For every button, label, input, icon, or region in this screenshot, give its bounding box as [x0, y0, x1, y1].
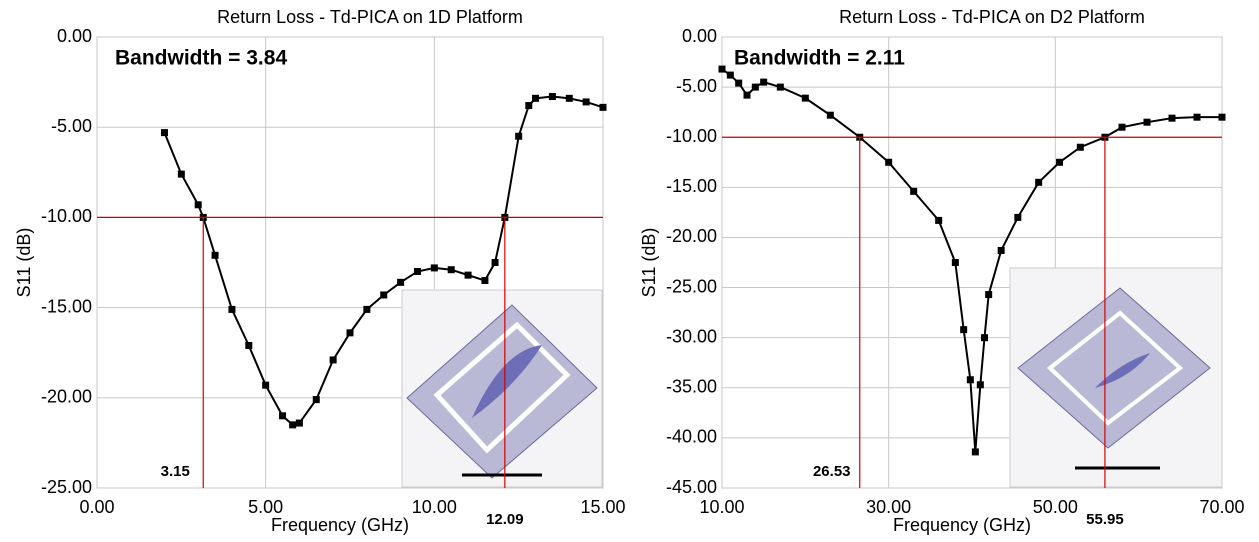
point: [1119, 124, 1126, 131]
point: [719, 66, 726, 73]
x-tick-label: 10.00: [699, 497, 744, 517]
y-tick-label: -15.00: [41, 296, 92, 316]
x-tick-label: 30.00: [866, 497, 911, 517]
point: [1035, 179, 1042, 186]
chart-title: Return Loss - Td-PICA on 1D Platform: [217, 7, 523, 27]
point: [347, 329, 354, 336]
antenna-inset: [402, 290, 602, 487]
point: [448, 266, 455, 273]
x-tick-label: 10.00: [412, 497, 457, 517]
point: [380, 291, 387, 298]
y-tick-label: -40.00: [666, 427, 717, 447]
point: [583, 98, 590, 105]
point: [289, 421, 296, 428]
point: [465, 272, 472, 279]
point: [735, 80, 742, 87]
point: [1014, 214, 1021, 221]
point: [1219, 114, 1226, 121]
point: [262, 382, 269, 389]
point: [397, 279, 404, 286]
annotation: Bandwidth = 3.84: [115, 47, 287, 70]
y-tick-label: 0.00: [682, 26, 717, 46]
y-tick-label: -20.00: [666, 226, 717, 246]
x-axis-label: Frequency (GHz): [271, 515, 409, 535]
point: [952, 259, 959, 266]
point: [566, 95, 573, 102]
y-tick-label: 0.00: [57, 26, 92, 46]
y-tick-label: -20.00: [41, 387, 92, 407]
y-tick-label: -45.00: [666, 477, 717, 497]
point: [827, 112, 834, 119]
point: [802, 95, 809, 102]
point: [515, 133, 522, 140]
x-axis-label: Frequency (GHz): [893, 515, 1031, 535]
marker-label: 26.53: [813, 463, 851, 480]
point: [777, 84, 784, 91]
point: [1144, 119, 1151, 126]
chart: 0.00 -5.00 -10.00 -15.00 -20.00 -25.00 -30.00 -…: [639, 7, 1245, 535]
annotation: Bandwidth = 2.11: [734, 47, 905, 70]
point: [549, 93, 556, 100]
point: [972, 448, 979, 455]
point: [330, 356, 337, 363]
point: [727, 72, 734, 79]
point: [481, 277, 488, 284]
y-axis-label: S11 (dB): [14, 228, 34, 298]
point: [1194, 114, 1201, 121]
point: [431, 264, 438, 271]
point: [998, 247, 1005, 254]
point: [960, 326, 967, 333]
point: [414, 268, 421, 275]
point: [178, 171, 185, 178]
y-tick-label: -10.00: [41, 206, 92, 226]
point: [885, 159, 892, 166]
point: [245, 342, 252, 349]
point: [981, 334, 988, 341]
y-tick-label: -5.00: [51, 116, 92, 136]
point: [760, 79, 767, 86]
point: [279, 412, 286, 419]
point: [296, 420, 303, 427]
point: [492, 259, 499, 266]
y-tick-label: -25.00: [666, 276, 717, 296]
x-tick-label: 50.00: [1033, 497, 1078, 517]
point: [525, 102, 532, 109]
point: [752, 84, 759, 91]
y-tick-label: -25.00: [41, 477, 92, 497]
point: [161, 129, 168, 136]
point: [935, 217, 942, 224]
marker-label: 12.09: [486, 511, 524, 528]
point: [363, 306, 370, 313]
y-tick-label: -15.00: [666, 176, 717, 196]
y-tick-label: -35.00: [666, 377, 717, 397]
page: 0.00-5.00-10.00-15.00-20.00-25.000.005.0…: [0, 0, 1259, 542]
y-tick-label: -10.00: [666, 126, 717, 146]
x-tick-label: 70.00: [1199, 497, 1244, 517]
point: [1169, 115, 1176, 122]
y-tick-label: -5.00: [676, 76, 717, 96]
point: [967, 376, 974, 383]
x-tick-label: 0.00: [79, 497, 114, 517]
point: [313, 396, 320, 403]
chart-title: Return Loss - Td-PICA on D2 Platform: [839, 7, 1145, 27]
marker-label: 55.95: [1086, 511, 1124, 528]
antenna-inset: [1010, 268, 1222, 487]
point: [744, 92, 751, 99]
y-tick-label: -30.00: [666, 326, 717, 346]
point: [532, 95, 539, 102]
point: [910, 188, 917, 195]
point: [212, 252, 219, 259]
marker-label: 3.15: [161, 463, 190, 480]
point: [1077, 144, 1084, 151]
point: [985, 291, 992, 298]
point: [1056, 159, 1063, 166]
y-axis-label: S11 (dB): [639, 228, 659, 298]
point: [228, 306, 235, 313]
x-tick-label: 15.00: [580, 497, 625, 517]
x-tick-label: 5.00: [248, 497, 283, 517]
point: [195, 201, 202, 208]
point: [600, 104, 607, 111]
point: [977, 381, 984, 388]
